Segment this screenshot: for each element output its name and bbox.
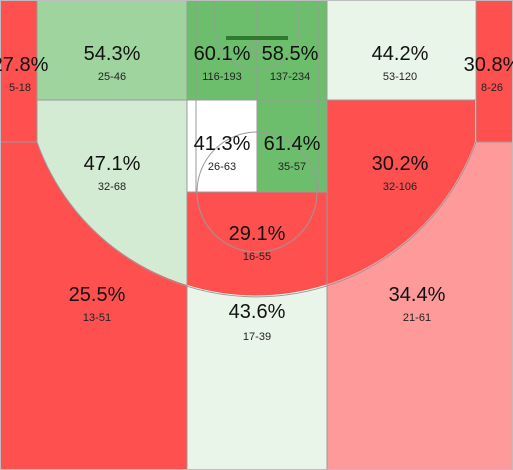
- label-right-elbow-mid: 30.2% 32-106: [372, 153, 429, 193]
- zone-pct: 30.2%: [372, 153, 429, 175]
- zone-pct: 30.8%: [464, 54, 513, 76]
- zone-count: 32-68: [98, 181, 126, 193]
- zone-pct: 27.8%: [0, 54, 49, 76]
- label-left-wing-three: 25.5% 13-51: [69, 284, 126, 324]
- label-top-key-mid: 29.1% 16-55: [229, 223, 286, 263]
- zone-count: 5-18: [9, 82, 31, 94]
- zone-right-baseline-mid[interactable]: [327, 0, 476, 100]
- zone-pct: 34.4%: [389, 284, 446, 306]
- label-left-corner-three: 27.8% 5-18: [0, 54, 49, 94]
- zone-pct: 60.1%: [194, 43, 251, 65]
- zone-restricted-left[interactable]: [187, 0, 257, 100]
- zone-count: 26-63: [208, 161, 236, 173]
- zone-pct: 25.5%: [69, 284, 126, 306]
- label-paint-left: 41.3% 26-63: [194, 133, 251, 173]
- zone-left-baseline-mid[interactable]: [37, 0, 187, 100]
- zone-count: 137-234: [270, 71, 310, 83]
- label-right-wing-three: 34.4% 21-61: [389, 284, 446, 324]
- zone-count: 32-106: [383, 181, 417, 193]
- zone-labels: 27.8% 5-18 54.3% 25-46 60.1% 116-193 58.5% 1…: [0, 43, 513, 343]
- zone-pct: 47.1%: [84, 153, 141, 175]
- label-restricted-right: 58.5% 137-234: [262, 43, 319, 83]
- label-left-baseline-mid: 54.3% 25-46: [84, 43, 141, 83]
- zone-pct: 44.2%: [372, 43, 429, 65]
- zone-count: 116-193: [202, 71, 242, 83]
- zone-count: 16-55: [243, 251, 271, 263]
- zone-pct: 58.5%: [262, 43, 319, 65]
- zone-restricted-right[interactable]: [257, 0, 327, 100]
- zone-count: 35-57: [278, 161, 306, 173]
- label-left-elbow-mid: 47.1% 32-68: [84, 153, 141, 193]
- zone-top-key-mid[interactable]: [187, 192, 327, 392]
- backboard: [226, 36, 288, 40]
- label-right-corner-three: 30.8% 8-26: [464, 54, 513, 94]
- zone-pct: 29.1%: [229, 223, 286, 245]
- zone-count: 25-46: [98, 71, 126, 83]
- label-top-three: 43.6% 17-39: [229, 301, 286, 343]
- zone-right-corner-three[interactable]: [476, 0, 513, 142]
- label-paint-right: 61.4% 35-57: [264, 133, 321, 173]
- zone-left-corner-three[interactable]: [0, 0, 37, 142]
- label-right-baseline-mid: 44.2% 53-120: [372, 43, 429, 83]
- zone-count: 53-120: [383, 71, 417, 83]
- zone-count: 17-39: [243, 331, 271, 343]
- zone-count: 21-61: [403, 312, 431, 324]
- label-restricted-left: 60.1% 116-193: [194, 43, 251, 83]
- zone-pct: 41.3%: [194, 133, 251, 155]
- zone-pct: 61.4%: [264, 133, 321, 155]
- zone-count: 8-26: [481, 82, 503, 94]
- zone-pct: 54.3%: [84, 43, 141, 65]
- zone-count: 13-51: [83, 312, 111, 324]
- zone-pct: 43.6%: [229, 301, 286, 323]
